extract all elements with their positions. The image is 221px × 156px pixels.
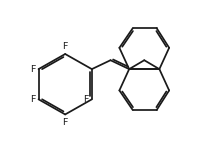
Text: F: F xyxy=(63,118,68,127)
Text: F: F xyxy=(30,65,35,74)
Text: F: F xyxy=(63,42,68,51)
Text: F: F xyxy=(30,95,35,104)
Text: F: F xyxy=(83,95,89,104)
